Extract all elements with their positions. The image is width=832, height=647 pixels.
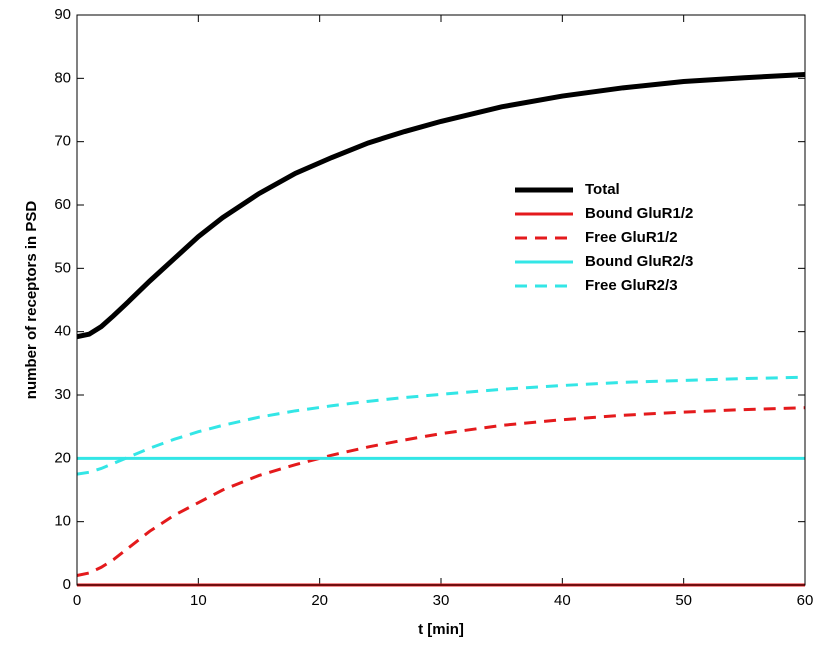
y-tick-label: 60	[54, 196, 71, 213]
data-line	[76, 72, 806, 340]
y-tick-label: 40	[54, 323, 71, 340]
x-tick-label: 0	[73, 592, 81, 609]
y-tick-label: 80	[54, 69, 71, 86]
x-tick-label: 10	[190, 592, 207, 609]
data-line	[76, 406, 806, 577]
legend-label: Bound GluR1/2	[585, 205, 693, 222]
y-tick-label: 50	[54, 259, 71, 276]
data-line	[76, 375, 806, 476]
x-tick-label: 50	[675, 592, 692, 609]
x-axis-label: t [min]	[418, 621, 464, 638]
plot-frame	[76, 14, 806, 586]
legend-label: Free GluR2/3	[585, 277, 678, 294]
x-tick-label: 60	[797, 592, 814, 609]
legend-label: Free GluR1/2	[585, 229, 678, 246]
legend-label: Bound GluR2/3	[585, 253, 693, 270]
y-tick-label: 0	[63, 576, 71, 593]
x-tick-label: 20	[311, 592, 328, 609]
y-tick-label: 90	[54, 6, 71, 23]
y-tick-label: 30	[54, 386, 71, 403]
y-tick-label: 20	[54, 449, 71, 466]
y-tick-label: 70	[54, 133, 71, 150]
y-tick-label: 10	[54, 513, 71, 530]
legend-label: Total	[585, 181, 620, 198]
x-tick-label: 40	[554, 592, 571, 609]
x-tick-label: 30	[433, 592, 450, 609]
y-axis-label: number of receptors in PSD	[23, 201, 40, 400]
